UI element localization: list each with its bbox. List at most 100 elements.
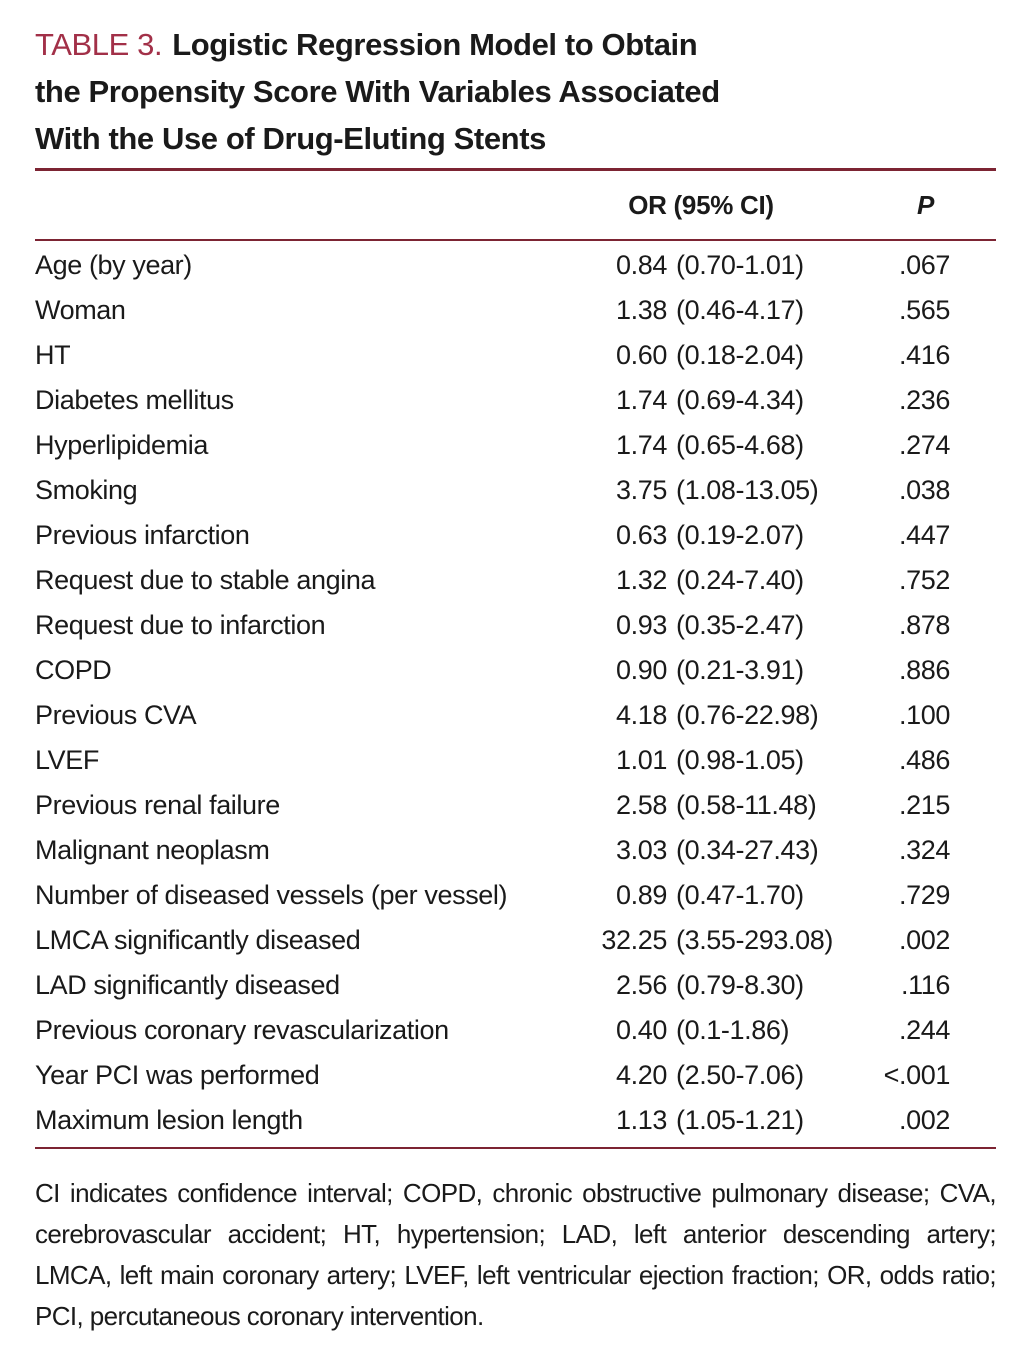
table-row: Age (by year) 0.84 (0.70-1.01) .067	[35, 243, 996, 288]
ci-value: (0.70-1.01)	[676, 250, 804, 280]
table-title-line-1: TABLE 3. Logistic Regression Model to Obt…	[35, 21, 996, 68]
or-value: 0.89	[616, 880, 667, 910]
p-value: .886	[899, 655, 950, 685]
or-value: 1.32	[616, 565, 667, 595]
or-ci-value: 4.18 (0.76-22.98)	[587, 700, 855, 731]
or-value: 2.56	[616, 970, 667, 1000]
table-row: Year PCI was performed 4.20 (2.50-7.06) …	[35, 1053, 996, 1098]
or-value: 3.75	[616, 475, 667, 505]
or-value: 1.01	[616, 745, 667, 775]
p-value: .565	[899, 295, 950, 325]
table-row: Number of diseased vessels (per vessel) …	[35, 873, 996, 918]
or-ci-value: 1.01 (0.98-1.05)	[587, 745, 855, 776]
p-value: .116	[901, 970, 950, 1000]
or-ci-value: 3.75 (1.08-13.05)	[587, 475, 855, 506]
variable-label: LAD significantly diseased	[35, 970, 340, 1000]
table-row: Smoking 3.75 (1.08-13.05) .038	[35, 468, 996, 513]
table-row: Hyperlipidemia 1.74 (0.65-4.68) .274	[35, 423, 996, 468]
or-value: 4.20	[616, 1060, 667, 1090]
variable-label: Maximum lesion length	[35, 1105, 303, 1135]
or-ci-value: 32.25 (3.55-293.08)	[587, 925, 855, 956]
p-value: .878	[899, 610, 950, 640]
table-header-row: OR (95% CI) P	[35, 171, 996, 239]
p-value: .447	[899, 520, 950, 550]
p-value: .002	[899, 925, 950, 955]
p-value: .067	[899, 250, 950, 280]
variable-label: Number of diseased vessels (per vessel)	[35, 880, 508, 910]
or-ci-value: 0.84 (0.70-1.01)	[587, 250, 855, 281]
table-row: Request due to stable angina 1.32 (0.24-…	[35, 558, 996, 603]
or-value: 32.25	[601, 925, 667, 955]
header-rule	[35, 239, 996, 241]
ci-value: (0.34-27.43)	[676, 835, 819, 865]
table-row: LAD significantly diseased 2.56 (0.79-8.…	[35, 963, 996, 1008]
variable-label: Year PCI was performed	[35, 1060, 320, 1090]
or-value: 0.93	[616, 610, 667, 640]
table-row: Previous coronary revascularization 0.40…	[35, 1008, 996, 1053]
table-title: TABLE 3. Logistic Regression Model to Obt…	[35, 21, 996, 162]
table-row: COPD 0.90 (0.21-3.91) .886	[35, 648, 996, 693]
ci-value: (0.1-1.86)	[676, 1015, 790, 1045]
variable-label: Previous coronary revascularization	[35, 1015, 449, 1045]
p-value: .236	[899, 385, 950, 415]
or-ci-value: 0.40 (0.1-1.86)	[587, 1015, 855, 1046]
or-value: 1.13	[616, 1105, 667, 1135]
ci-value: (0.79-8.30)	[676, 970, 804, 1000]
or-ci-value: 1.32 (0.24-7.40)	[587, 565, 855, 596]
variable-label: Woman	[35, 295, 126, 325]
variable-label: Request due to stable angina	[35, 565, 376, 595]
p-value: .100	[899, 700, 950, 730]
p-value: .752	[899, 565, 950, 595]
ci-value: (0.19-2.07)	[676, 520, 804, 550]
or-ci-value: 0.63 (0.19-2.07)	[587, 520, 855, 551]
ci-value: (0.69-4.34)	[676, 385, 804, 415]
ci-value: (1.05-1.21)	[676, 1105, 804, 1135]
variable-label: COPD	[35, 655, 112, 685]
or-value: 3.03	[616, 835, 667, 865]
or-value: 1.74	[616, 385, 667, 415]
ci-value: (0.76-22.98)	[676, 700, 819, 730]
ci-value: (0.21-3.91)	[676, 655, 804, 685]
or-value: 2.58	[616, 790, 667, 820]
table-title-text-1: Logistic Regression Model to Obtain	[172, 27, 698, 62]
ci-value: (1.08-13.05)	[676, 475, 819, 505]
ci-value: (0.18-2.04)	[676, 340, 804, 370]
variable-label: Request due to infarction	[35, 610, 326, 640]
table-row: LMCA significantly diseased 32.25 (3.55-…	[35, 918, 996, 963]
table-title-line-2: the Propensity Score With Variables Asso…	[35, 74, 720, 109]
p-value: .038	[899, 475, 950, 505]
or-value: 0.90	[616, 655, 667, 685]
p-value: .324	[899, 835, 950, 865]
table-row: Previous infarction 0.63 (0.19-2.07) .44…	[35, 513, 996, 558]
variable-label: Hyperlipidemia	[35, 430, 208, 460]
or-value: 0.63	[616, 520, 667, 550]
or-ci-value: 1.38 (0.46-4.17)	[587, 295, 855, 326]
ci-value: (0.98-1.05)	[676, 745, 804, 775]
p-value: .274	[899, 430, 950, 460]
table-row: Previous renal failure 2.58 (0.58-11.48)…	[35, 783, 996, 828]
table-footnote: CI indicates confidence interval; COPD, …	[35, 1178, 997, 1331]
p-value: .729	[899, 880, 950, 910]
p-value: <.001	[883, 1060, 951, 1090]
p-column-header: P	[916, 189, 935, 220]
ci-value: (0.47-1.70)	[676, 880, 804, 910]
variable-label: HT	[35, 340, 71, 370]
or-value: 0.40	[616, 1015, 667, 1045]
p-value: .244	[899, 1015, 950, 1045]
table-row: Previous CVA 4.18 (0.76-22.98) .100	[35, 693, 996, 738]
p-value: .215	[899, 790, 950, 820]
ci-value: (3.55-293.08)	[676, 925, 833, 955]
or-value: 0.60	[616, 340, 667, 370]
variable-label: Previous CVA	[35, 700, 197, 730]
variable-label: Age (by year)	[35, 250, 192, 280]
or-ci-value: 1.13 (1.05-1.21)	[587, 1105, 855, 1136]
or-ci-value: 3.03 (0.34-27.43)	[587, 835, 855, 866]
or-ci-value: 0.93 (0.35-2.47)	[587, 610, 855, 641]
bottom-rule	[35, 1147, 996, 1149]
or-ci-value: 0.89 (0.47-1.70)	[587, 880, 855, 911]
p-value: .486	[899, 745, 950, 775]
table-row: LVEF 1.01 (0.98-1.05) .486	[35, 738, 996, 783]
variable-label: Previous infarction	[35, 520, 250, 550]
top-rule	[35, 168, 996, 171]
or-ci-value: 2.58 (0.58-11.48)	[587, 790, 855, 821]
